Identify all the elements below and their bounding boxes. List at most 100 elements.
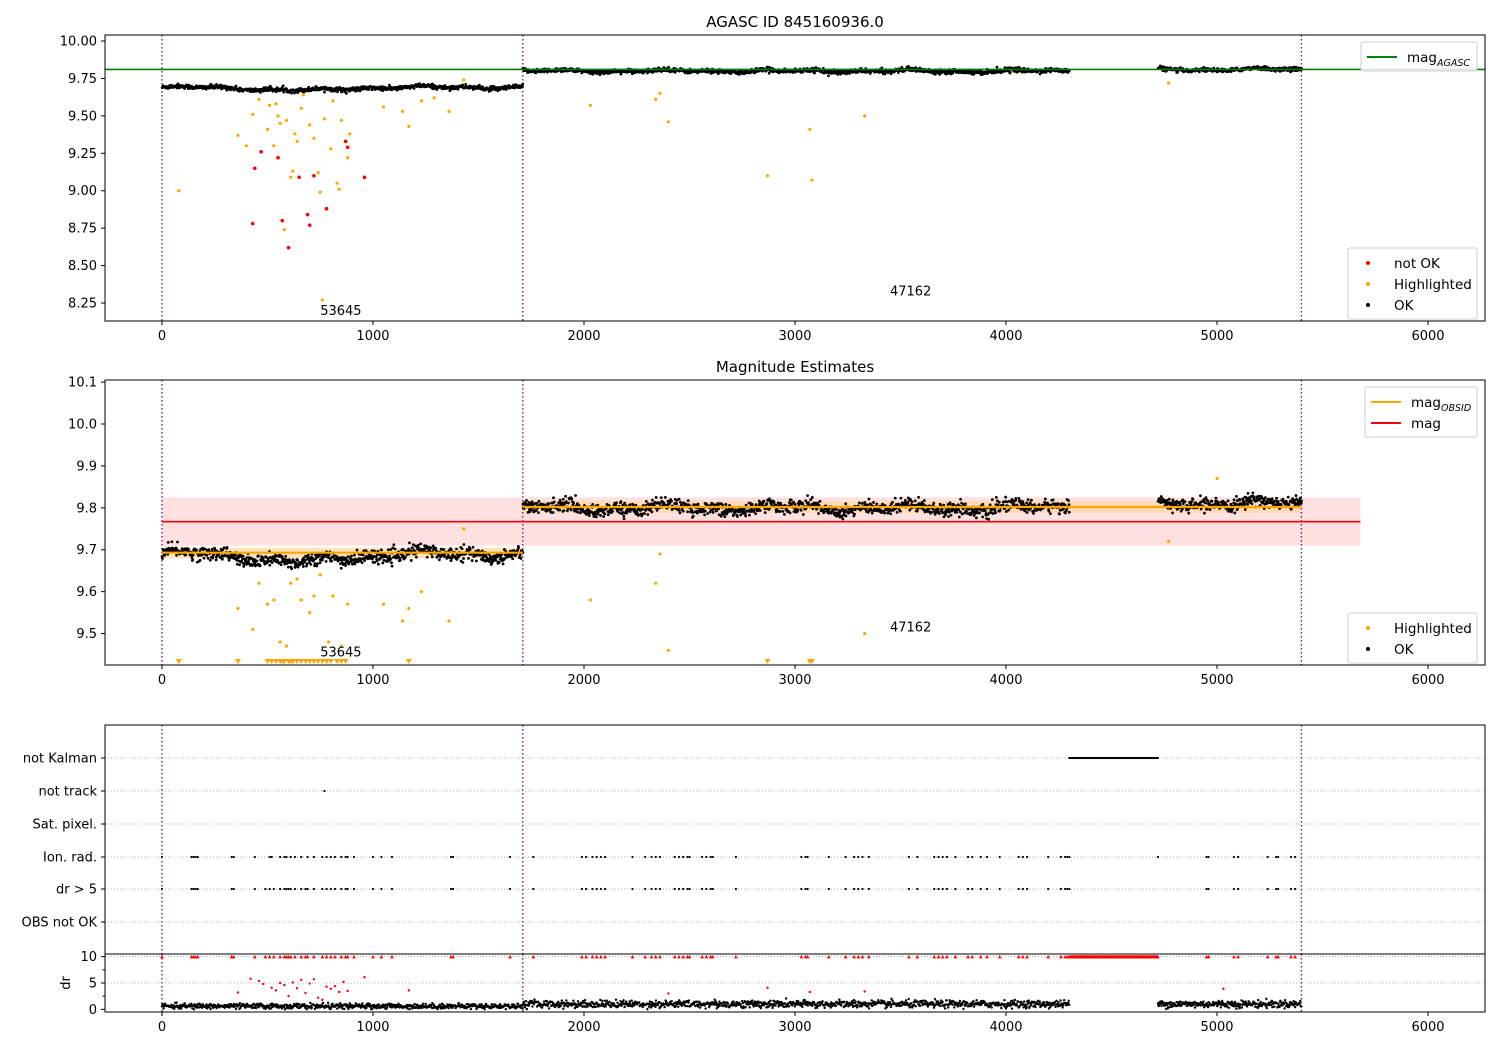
- ok-point: [814, 66, 818, 69]
- ok-point: [235, 558, 239, 562]
- flag-point: [352, 887, 356, 891]
- flag-point: [1066, 855, 1069, 859]
- ok-point: [763, 511, 767, 515]
- ok-point: [416, 544, 420, 547]
- ok-point: [1214, 496, 1218, 500]
- flag-point: [591, 887, 594, 891]
- ok-point: [1065, 509, 1068, 512]
- ok-point: [411, 546, 414, 550]
- ok-point: [799, 508, 803, 512]
- ok-point: [765, 502, 769, 506]
- ok-point: [205, 554, 209, 557]
- ok-point: [899, 496, 903, 500]
- flag-point: [595, 855, 598, 859]
- ok-point: [994, 496, 998, 499]
- ok-point: [360, 561, 364, 565]
- highlighted-point: [251, 112, 255, 116]
- flag-point: [686, 887, 689, 891]
- flag-point: [985, 855, 989, 859]
- ok-point: [984, 509, 987, 512]
- ok-point: [1234, 502, 1238, 506]
- ok-point: [1037, 503, 1041, 507]
- flag-point: [268, 855, 271, 859]
- ok-point: [570, 497, 574, 501]
- ok-point: [998, 508, 1002, 512]
- ok-point: [677, 508, 681, 512]
- flag-point: [232, 887, 235, 891]
- flag-point: [190, 855, 193, 859]
- ok-point: [225, 545, 229, 549]
- ok-point: [1235, 494, 1238, 498]
- flag-point: [800, 887, 803, 891]
- ok-point: [990, 498, 994, 502]
- ok-point: [363, 559, 367, 562]
- highlighted-point: [177, 189, 181, 193]
- flag-point: [329, 887, 332, 891]
- ok-point: [535, 501, 539, 505]
- ok-point: [408, 541, 411, 545]
- ok-point: [202, 556, 206, 560]
- flag-point: [449, 855, 453, 859]
- highlighted-point: [272, 598, 276, 602]
- flag-point: [306, 855, 309, 859]
- ok-point: [471, 88, 475, 91]
- highlighted-point: [276, 114, 280, 118]
- flag-point: [452, 887, 455, 891]
- highlighted-point: [295, 139, 299, 143]
- legend-dot-marker: [1366, 647, 1370, 651]
- flag-point: [844, 855, 847, 859]
- ok-point: [906, 64, 910, 68]
- ok-point: [980, 69, 983, 73]
- highlighted-point: [335, 181, 339, 185]
- legend-dot-marker: [1366, 261, 1370, 265]
- highlighted-point: [265, 127, 270, 131]
- highlighted-point: [654, 97, 658, 101]
- ok-point: [655, 508, 659, 512]
- ok-point: [437, 558, 441, 562]
- ok-point: [367, 87, 371, 91]
- not-ok-point: [345, 145, 350, 150]
- highlighted-point: [588, 103, 592, 107]
- ok-point: [994, 511, 997, 515]
- highlighted-point: [1166, 539, 1171, 543]
- flag-point: [1237, 855, 1240, 859]
- ok-point: [1048, 512, 1052, 516]
- ok-point: [622, 517, 626, 521]
- legend-label: Highlighted: [1394, 277, 1472, 293]
- ok-point: [754, 503, 758, 507]
- highlighted-point: [265, 602, 270, 606]
- legend-label: OK: [1394, 642, 1415, 658]
- flag-point: [941, 855, 944, 859]
- ok-point: [425, 555, 429, 559]
- highlighted-point: [318, 190, 322, 194]
- y-tick-label: 9.9: [76, 459, 97, 474]
- ok-point: [1043, 497, 1047, 501]
- flag-point: [344, 887, 347, 891]
- ok-point: [898, 509, 902, 513]
- flag-point: [804, 855, 807, 859]
- ok-point: [906, 501, 910, 505]
- ok-point: [767, 65, 771, 69]
- ok-point: [883, 511, 887, 515]
- ok-point: [883, 72, 887, 76]
- obsid-annotation: 53645: [320, 646, 361, 661]
- ok-point: [703, 509, 707, 513]
- highlighted-point: [462, 527, 466, 531]
- ok-point: [944, 72, 948, 76]
- ok-point: [744, 514, 748, 518]
- flag-point: [686, 855, 689, 859]
- highlighted-point: [346, 156, 350, 160]
- ok-point: [768, 497, 771, 501]
- ok-point: [392, 543, 396, 547]
- ok-point: [1018, 499, 1022, 503]
- ok-point: [222, 546, 226, 550]
- ok-point: [198, 558, 202, 562]
- flag-point: [346, 855, 349, 859]
- ok-point: [534, 508, 538, 512]
- ok-point: [429, 546, 433, 550]
- highlighted-point: [419, 99, 424, 103]
- flag-point: [1207, 855, 1210, 859]
- flag-point: [966, 855, 970, 859]
- ok-point: [686, 499, 690, 502]
- flag-point: [804, 887, 807, 891]
